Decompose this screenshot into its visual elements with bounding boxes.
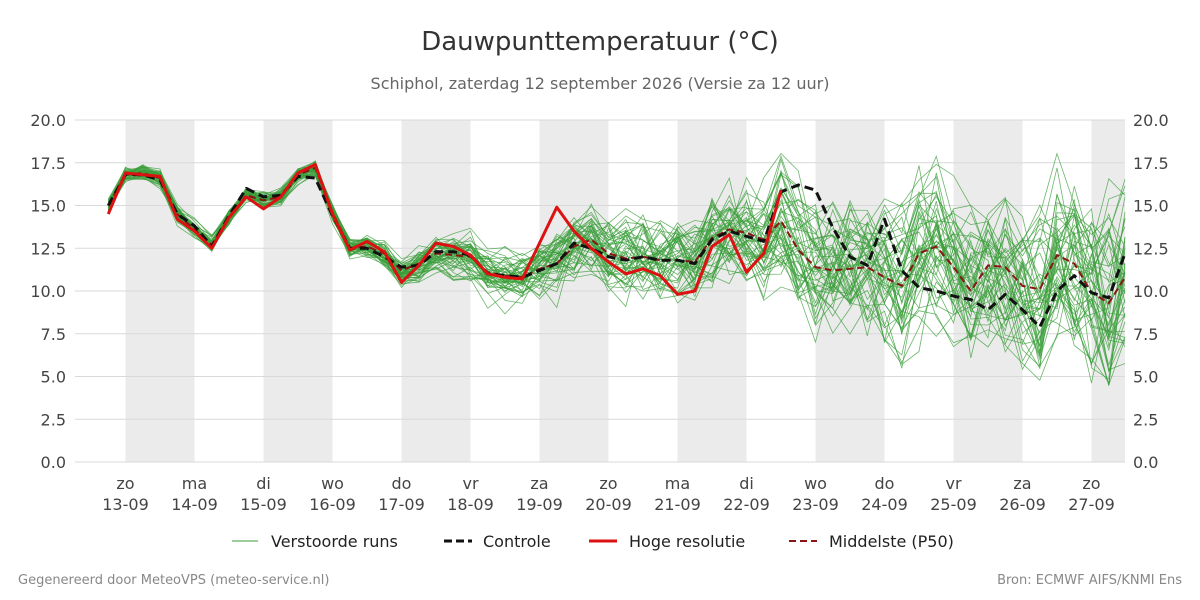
- x-tick-date: 21-09: [654, 495, 701, 514]
- x-tick-day: ma: [665, 474, 690, 493]
- chart-subtitle: Schiphol, zaterdag 12 september 2026 (Ve…: [371, 74, 830, 93]
- y-tick-label: 7.5: [41, 325, 66, 344]
- legend: Verstoorde runs Controle Hoge resolutie …: [232, 532, 954, 551]
- y-tick-label: 5.0: [41, 368, 66, 387]
- y-tick-label: 2.5: [1133, 410, 1158, 429]
- x-tick-day: vr: [462, 474, 478, 493]
- x-tick-date: 15-09: [240, 495, 287, 514]
- x-tick-day: za: [530, 474, 548, 493]
- legend-label: Middelste (P50): [829, 532, 954, 551]
- y-tick-label: 2.5: [41, 410, 66, 429]
- y-tick-label: 20.0: [30, 111, 66, 130]
- y-tick-label: 0.0: [1133, 453, 1158, 472]
- y-tick-label: 10.0: [1133, 282, 1169, 301]
- x-tick-day: ma: [182, 474, 207, 493]
- x-tick-day: di: [256, 474, 271, 493]
- legend-item-middelste: Middelste (P50): [789, 532, 954, 551]
- legend-item-hoge-resolutie: Hoge resolutie: [589, 532, 745, 551]
- x-tick-day: za: [1013, 474, 1031, 493]
- main-series-lines: [106, 163, 1127, 329]
- x-tick-date: 14-09: [171, 495, 218, 514]
- y-tick-label: 7.5: [1133, 325, 1158, 344]
- y-axis-left: 0.0 2.5 5.0 7.5 10.0 12.5 15.0 17.5 20.0: [30, 111, 66, 472]
- legend-item-controle: Controle: [444, 532, 551, 551]
- x-tick-date: 13-09: [102, 495, 149, 514]
- x-tick-day: zo: [116, 474, 134, 493]
- ensemble-member-line: [107, 171, 1126, 337]
- legend-label: Verstoorde runs: [271, 532, 398, 551]
- x-tick-date: 17-09: [378, 495, 425, 514]
- series-line-hoge-resolutie: [106, 163, 783, 296]
- x-tick-day: vr: [945, 474, 961, 493]
- x-tick-day: wo: [804, 474, 827, 493]
- y-tick-label: 12.5: [1133, 239, 1169, 258]
- y-axis-right: 0.0 2.5 5.0 7.5 10.0 12.5 15.0 17.5 20.0: [1133, 111, 1169, 472]
- x-tick-date: 26-09: [999, 495, 1046, 514]
- y-tick-label: 12.5: [30, 239, 66, 258]
- x-tick-day: zo: [1082, 474, 1100, 493]
- x-tick-date: 20-09: [585, 495, 632, 514]
- x-tick-date: 16-09: [309, 495, 356, 514]
- x-tick-date: 24-09: [861, 495, 908, 514]
- y-tick-label: 5.0: [1133, 368, 1158, 387]
- y-tick-label: 10.0: [30, 282, 66, 301]
- y-tick-label: 17.5: [1133, 154, 1169, 173]
- y-tick-label: 20.0: [1133, 111, 1169, 130]
- x-tick-date: 19-09: [516, 495, 563, 514]
- x-axis: zo 13-09 ma 14-09 di 15-09 wo 16-09 do 17-09 vr 18-…: [102, 474, 1115, 514]
- x-tick-date: 18-09: [447, 495, 494, 514]
- x-tick-day: wo: [321, 474, 344, 493]
- legend-item-verstoorde-runs: Verstoorde runs: [232, 532, 398, 551]
- x-tick-date: 23-09: [792, 495, 839, 514]
- legend-label: Controle: [483, 532, 551, 551]
- x-tick-day: do: [392, 474, 412, 493]
- legend-label: Hoge resolutie: [629, 532, 745, 551]
- ensemble-member-line: [107, 168, 1126, 339]
- chart-title: Dauwpunttemperatuur (°C): [421, 27, 779, 57]
- x-tick-day: zo: [599, 474, 617, 493]
- y-tick-label: 0.0: [41, 453, 66, 472]
- footer-credit: Gegenereerd door MeteoVPS (meteo-service…: [18, 573, 329, 588]
- series-line-middelste-p50: [107, 166, 1126, 304]
- y-tick-label: 17.5: [30, 154, 66, 173]
- x-tick-date: 27-09: [1068, 495, 1115, 514]
- y-tick-label: 15.0: [1133, 197, 1169, 216]
- y-tick-label: 15.0: [30, 197, 66, 216]
- footer-source: Bron: ECMWF AIFS/KNMI Ens: [997, 573, 1182, 588]
- x-tick-date: 22-09: [723, 495, 770, 514]
- series-line-controle: [106, 173, 1127, 329]
- x-tick-day: di: [739, 474, 754, 493]
- ensemble-member-line: [107, 167, 1126, 347]
- x-tick-day: do: [875, 474, 895, 493]
- x-tick-date: 25-09: [930, 495, 977, 514]
